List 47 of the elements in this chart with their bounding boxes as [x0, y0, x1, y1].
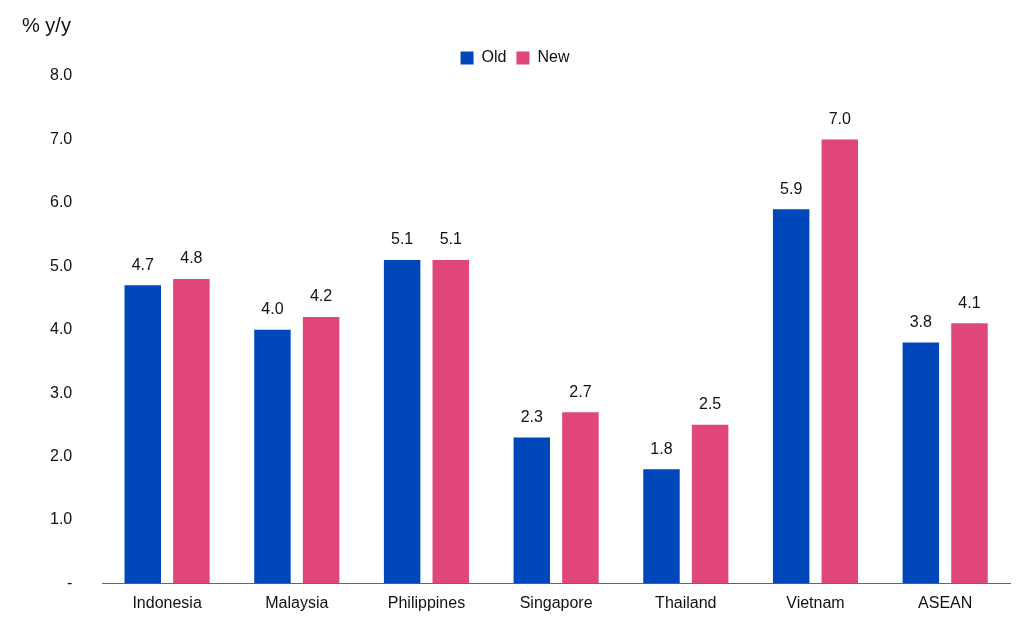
x-tick-label: Indonesia — [132, 594, 202, 612]
bar — [902, 342, 940, 584]
bar — [951, 323, 988, 584]
bar — [254, 329, 291, 584]
legend-label: Old — [481, 48, 507, 66]
y-tick-label: 3.0 — [49, 383, 73, 401]
data-label: 5.1 — [439, 230, 462, 248]
x-tick-label: Philippines — [387, 594, 466, 612]
data-label: 1.8 — [650, 439, 673, 457]
data-label: 4.1 — [958, 293, 981, 311]
x-tick-label: Malaysia — [265, 594, 329, 612]
bar — [772, 209, 810, 584]
y-tick-label: 5.0 — [49, 256, 73, 274]
bar — [513, 437, 551, 584]
bar — [432, 259, 469, 584]
bar — [124, 285, 161, 584]
bar — [691, 424, 729, 584]
y-tick-label: 6.0 — [49, 193, 73, 211]
bar — [383, 259, 421, 584]
bar — [562, 412, 599, 584]
data-label: 2.7 — [569, 382, 592, 400]
x-tick-label: Thailand — [655, 594, 717, 612]
data-label: 4.7 — [131, 255, 154, 273]
data-label: 2.5 — [698, 395, 722, 413]
data-label: 5.9 — [780, 179, 803, 197]
data-label: 7.0 — [828, 109, 852, 127]
x-tick-label: Singapore — [519, 594, 593, 612]
y-tick-label: 4.0 — [49, 320, 73, 338]
data-label: 4.8 — [180, 249, 203, 267]
y-tick-label: - — [66, 573, 73, 591]
y-tick-label: 7.0 — [49, 129, 73, 147]
x-tick-label: Vietnam — [786, 594, 845, 612]
bar — [302, 317, 340, 584]
y-tick-label: 8.0 — [49, 66, 73, 84]
data-label: 2.3 — [520, 407, 544, 425]
bar — [643, 469, 680, 584]
legend-label: New — [537, 48, 570, 66]
y-axis-title: % y/y — [22, 14, 71, 37]
data-label: 3.8 — [909, 312, 933, 330]
y-tick-label: 1.0 — [49, 510, 73, 528]
y-tick-label: 2.0 — [49, 446, 73, 464]
data-label: 4.2 — [309, 287, 333, 305]
x-tick-label: ASEAN — [918, 594, 973, 612]
bar — [173, 278, 210, 584]
data-label: 4.0 — [261, 300, 284, 318]
bar — [821, 139, 859, 584]
data-label: 5.1 — [391, 230, 414, 248]
